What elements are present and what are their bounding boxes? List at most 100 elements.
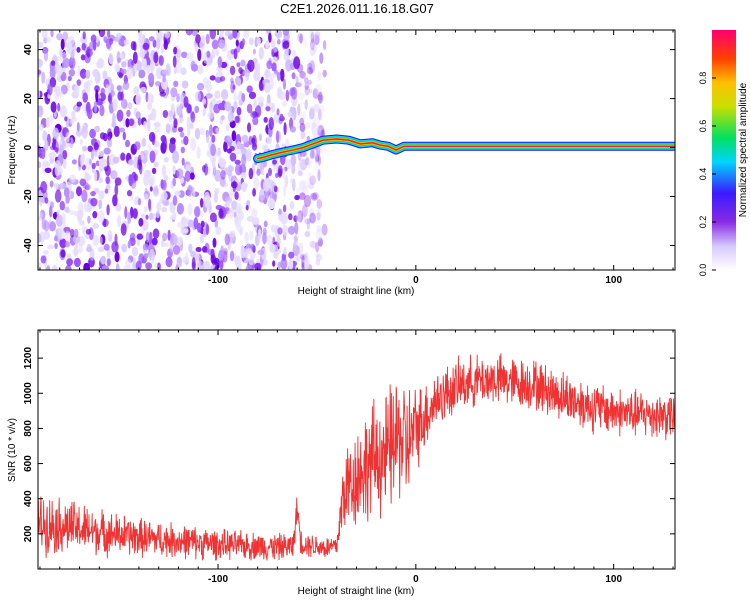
noise-blob: [263, 220, 268, 228]
noise-blob: [252, 48, 256, 55]
noise-blob: [130, 41, 136, 51]
noise-blob: [309, 240, 317, 248]
noise-blob: [157, 262, 161, 270]
noise-blob: [218, 208, 224, 219]
noise-blob: [38, 69, 42, 75]
noise-blob: [250, 243, 255, 252]
noise-blob: [202, 107, 206, 117]
noise-blob: [312, 132, 319, 138]
noise-blob: [248, 257, 255, 266]
noise-blob: [106, 204, 110, 216]
noise-blob: [278, 90, 286, 101]
noise-blob: [264, 69, 271, 79]
noise-blob: [63, 187, 70, 198]
noise-blob: [219, 259, 224, 270]
noise-blob: [59, 48, 63, 57]
noise-blob: [45, 116, 51, 128]
ridge-core: [256, 138, 675, 160]
noise-blob: [81, 42, 87, 51]
snr-ytick-label: 600: [23, 455, 34, 472]
noise-blob: [311, 122, 316, 129]
noise-blob: [304, 218, 312, 225]
noise-blob: [175, 60, 182, 74]
noise-blob: [146, 64, 151, 75]
noise-blob: [307, 172, 312, 180]
noise-blob: [223, 140, 228, 153]
noise-blob: [254, 262, 262, 270]
noise-blob: [66, 258, 73, 267]
noise-blob: [115, 263, 120, 270]
noise-blob: [137, 117, 142, 126]
noise-blob: [282, 30, 290, 36]
noise-blob: [104, 188, 109, 194]
noise-blob: [52, 140, 56, 150]
colorbar-tick-label: 0.2: [698, 216, 708, 229]
figure-title: C2E1.2026.011.16.18.G07: [280, 1, 434, 16]
noise-blob: [245, 148, 253, 162]
noise-blob: [168, 140, 176, 154]
noise-blob: [74, 228, 79, 238]
noise-blob: [135, 111, 141, 120]
noise-blob: [180, 216, 187, 227]
noise-blob: [233, 92, 238, 102]
noise-blob: [76, 186, 82, 197]
noise-blob: [256, 168, 261, 176]
noise-blob: [190, 111, 196, 123]
noise-blob: [78, 245, 83, 254]
noise-blob: [287, 111, 292, 118]
noise-blob: [106, 138, 113, 148]
noise-blob: [251, 142, 258, 151]
noise-blob: [180, 146, 185, 154]
noise-blob: [98, 190, 105, 200]
noise-blob: [210, 143, 217, 157]
noise-blob: [99, 104, 105, 117]
noise-blob: [304, 231, 311, 238]
noise-blob: [204, 195, 211, 208]
noise-blob: [93, 100, 98, 113]
noise-blob: [230, 80, 235, 94]
noise-blob: [85, 184, 91, 191]
noise-blob: [284, 46, 290, 56]
noise-blob: [141, 224, 145, 236]
noise-blob: [154, 124, 160, 133]
noise-blob: [304, 82, 309, 91]
noise-blob: [88, 158, 92, 165]
noise-blob: [310, 38, 315, 51]
noise-blob: [288, 251, 295, 259]
noise-blob: [229, 145, 235, 152]
noise-blob: [214, 169, 222, 182]
noise-blob: [55, 214, 64, 227]
noise-blob: [192, 190, 196, 198]
noise-blob: [153, 161, 159, 168]
noise-blob: [272, 244, 279, 254]
noise-blob: [258, 188, 266, 201]
noise-blob: [308, 88, 313, 94]
snr-xtick-label: 100: [605, 574, 622, 585]
spectrogram-xtick-label: 100: [605, 275, 622, 286]
noise-blob: [164, 30, 170, 39]
noise-blob: [299, 253, 307, 260]
noise-blob: [100, 255, 107, 265]
noise-blob: [41, 30, 48, 39]
noise-blob: [99, 150, 105, 157]
noise-blob: [69, 228, 75, 238]
noise-blob: [276, 130, 280, 144]
noise-blob: [284, 175, 289, 188]
noise-blob: [145, 231, 150, 244]
noise-blob: [91, 162, 96, 170]
noise-blob: [93, 142, 99, 151]
noise-blob: [319, 52, 324, 64]
noise-blob: [115, 203, 122, 212]
colorbar: 0.0 0.2 0.4 0.6 0.8 Normalized spectral ampl…: [698, 30, 749, 276]
noise-blob: [219, 176, 226, 187]
noise-blob: [317, 169, 321, 182]
noise-blob: [82, 92, 88, 103]
noise-blob: [304, 122, 311, 129]
noise-blob: [288, 213, 293, 221]
noise-blob: [143, 173, 150, 187]
noise-blob: [177, 222, 182, 228]
noise-blob: [123, 39, 129, 46]
noise-blob: [300, 111, 307, 120]
noise-blob: [264, 144, 269, 154]
noise-blob: [263, 116, 268, 123]
